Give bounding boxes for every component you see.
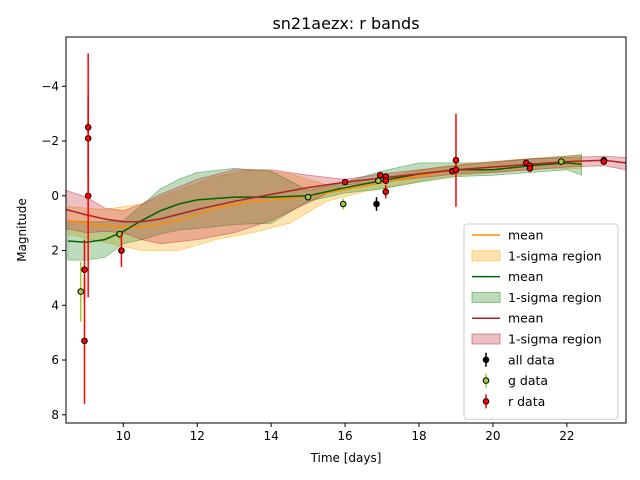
x-tick-label: 12 [190,429,205,443]
g_data-point [375,177,382,185]
r_data-point [84,124,92,131]
legend-swatch-marker [482,377,490,384]
y-tick-label: 8 [51,408,59,422]
x-tick-label: 18 [411,429,426,443]
g_data-point [304,193,312,201]
y-tick-label: 2 [51,244,59,258]
legend-label: 1-sigma region [508,290,602,305]
legend: mean 1-sigma region mean 1-sigma region mean… [463,223,619,420]
r_data-point [341,178,349,186]
g_data-point [558,158,565,165]
legend-swatch-marker [482,356,490,364]
g_data-point [77,288,85,295]
r_data-point [81,337,88,345]
x-tick-label: 20 [485,429,500,443]
x-tick-label: 16 [337,429,352,443]
legend-label: mean [508,311,543,326]
chart-title: sn21aezx: r bands [272,14,419,33]
r_data-point [118,247,125,254]
y-tick-label: −2 [41,134,59,148]
legend-label: r data [508,394,545,409]
x-axis: 10 12 14 16 18 20 22 [116,423,574,443]
legend-label: g data [508,373,548,388]
mean-line-2 [67,162,582,244]
r_data-point [376,171,384,179]
g_data-point [339,200,347,208]
legend-label: all data [508,352,555,367]
r_data-point [382,188,390,195]
y-axis-label: Magnitude [15,198,29,262]
y-tick-label: 4 [51,298,59,312]
x-tick-label: 22 [559,429,574,443]
y-tick-label: 0 [51,189,59,203]
x-tick-label: 14 [264,429,279,443]
legend-label: mean [508,228,543,243]
r_data-point [600,158,608,165]
y-axis: −4 −2 0 2 4 6 8 [41,79,66,422]
r_data-point [382,177,390,185]
x-tick-label: 10 [116,429,131,443]
r_data-point [452,156,460,164]
r_data-point [81,266,88,273]
all_data-point [373,200,380,208]
sigma-band-5 [66,155,626,245]
sigma-band-3 [67,154,582,261]
legend-swatch-marker [482,398,490,405]
r_data-point [526,165,534,172]
legend-label: mean [508,269,543,284]
plot-area [66,53,626,404]
y-tick-label: 6 [51,353,59,367]
legend-label: 1-sigma region [508,332,602,347]
legend-label: 1-sigma region [508,248,602,263]
legend-swatch-band [471,291,501,303]
legend-box [463,223,619,420]
x-axis-label: Time [days] [310,451,382,465]
legend-swatch-band [471,250,501,262]
legend-swatch-band [471,333,501,345]
plot-frame [65,36,627,424]
r_data-point [452,166,460,174]
y-tick-label: −4 [41,79,59,93]
